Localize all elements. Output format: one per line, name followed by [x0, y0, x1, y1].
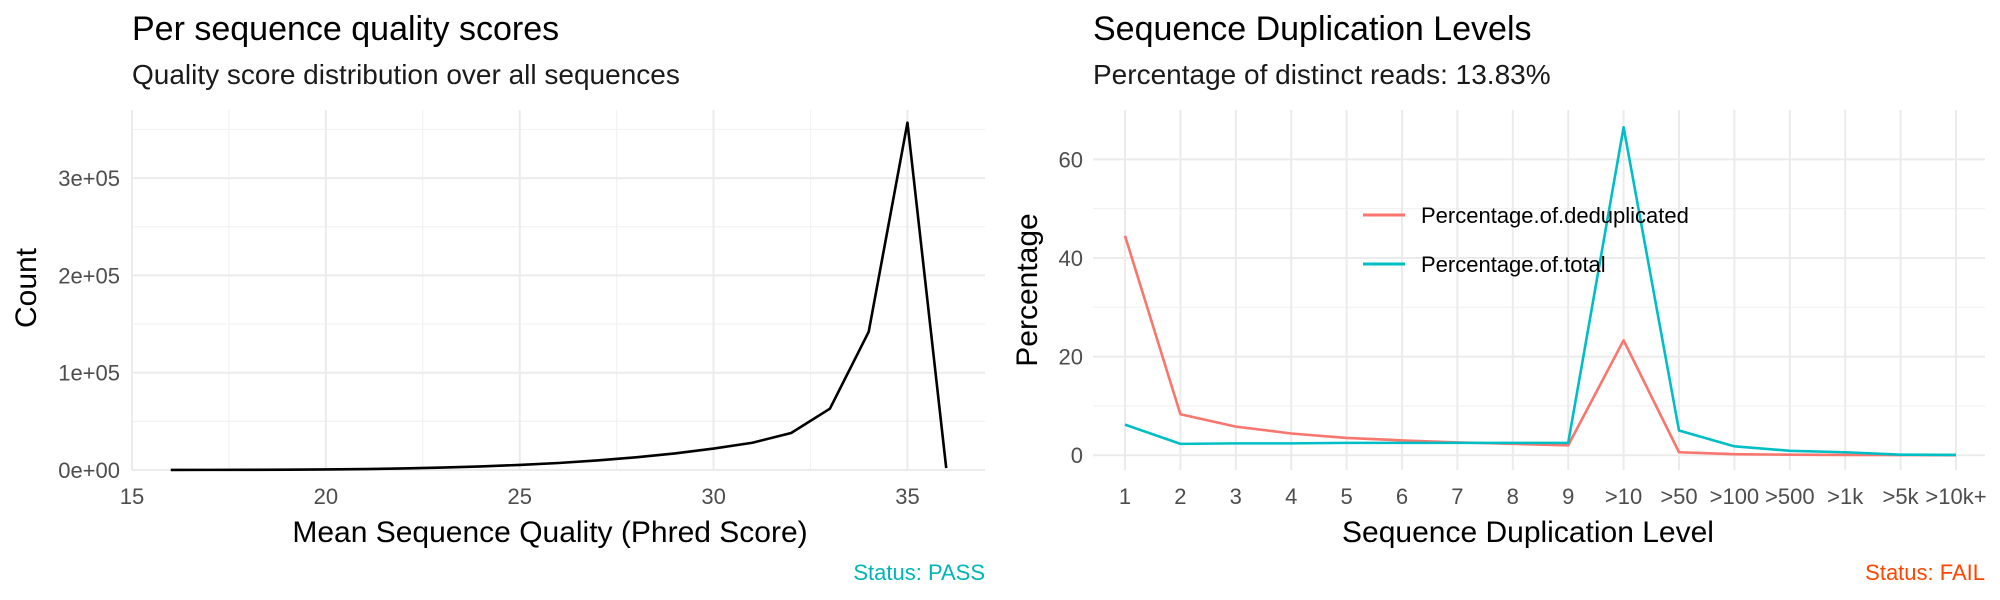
x-tick-label: 6	[1396, 484, 1408, 509]
chart-subtitle: Percentage of distinct reads: 13.83%	[1093, 59, 1551, 90]
x-axis-title: Mean Sequence Quality (Phred Score)	[292, 516, 807, 549]
x-tick-label: 9	[1562, 484, 1574, 509]
x-tick-label: 20	[314, 484, 338, 509]
series-line-total	[1124, 125, 1957, 457]
y-tick-label: 3e+05	[58, 166, 120, 191]
x-tick-label: 2	[1174, 484, 1186, 509]
x-tick-label: >500	[1765, 484, 1815, 509]
y-tick-label: 1e+05	[58, 361, 120, 386]
x-axis-ticks: 15 20 25 30 35	[120, 484, 920, 509]
y-axis-title: Count	[10, 247, 43, 328]
x-tick-label: 7	[1451, 484, 1463, 509]
plot-grid	[1093, 110, 1985, 470]
x-tick-label: 25	[507, 484, 531, 509]
plot-grid	[131, 110, 985, 471]
x-tick-label: >10k+	[1925, 484, 1986, 509]
x-tick-label: 3	[1230, 484, 1242, 509]
chart-title: Sequence Duplication Levels	[1093, 10, 1532, 48]
legend-label-total: Percentage.of.total	[1421, 252, 1606, 277]
series-layer	[170, 121, 948, 472]
x-tick-label: >10	[1605, 484, 1642, 509]
x-axis-ticks: 1 2 3 4 5 6 7 8 9 >10 >50 >100 >500 >1k >5k >10k+	[1119, 484, 1987, 509]
x-axis-title: Sequence Duplication Level	[1342, 516, 1714, 549]
y-axis-title: Percentage	[1011, 213, 1044, 366]
series-layer	[1123, 125, 1957, 457]
y-tick-label: 40	[1059, 246, 1083, 271]
quality-scores-panel: Per sequence quality scores Quality scor…	[10, 10, 985, 585]
status-label: Status: PASS	[853, 560, 985, 585]
x-tick-label: 4	[1285, 484, 1297, 509]
duplication-levels-panel: Sequence Duplication Levels Percentage o…	[1011, 10, 1987, 585]
y-tick-label: 2e+05	[58, 263, 120, 288]
x-tick-label: 30	[701, 484, 725, 509]
series-line-deduplicated	[1123, 235, 1957, 457]
y-axis-ticks: 0 20 40 60	[1059, 147, 1083, 468]
x-tick-label: 8	[1507, 484, 1519, 509]
y-tick-label: 0e+00	[58, 458, 120, 483]
x-tick-label: >1k	[1827, 484, 1864, 509]
chart-subtitle: Quality score distribution over all sequ…	[132, 59, 680, 90]
y-axis-ticks: 0e+00 1e+05 2e+05 3e+05	[58, 166, 120, 483]
y-tick-label: 60	[1059, 147, 1083, 172]
series-line-count	[170, 121, 948, 472]
legend-label-deduplicated: Percentage.of.deduplicated	[1421, 203, 1689, 228]
x-tick-label: 15	[120, 484, 144, 509]
y-tick-label: 20	[1059, 345, 1083, 370]
status-label: Status: FAIL	[1865, 560, 1985, 585]
y-tick-label: 0	[1071, 443, 1083, 468]
x-tick-label: >100	[1710, 484, 1760, 509]
x-tick-label: >5k	[1883, 484, 1920, 509]
x-tick-label: 1	[1119, 484, 1131, 509]
x-tick-label: 35	[895, 484, 919, 509]
x-tick-label: 5	[1340, 484, 1352, 509]
legend: Percentage.of.deduplicated Percentage.of…	[1363, 203, 1689, 277]
x-tick-label: >50	[1660, 484, 1697, 509]
chart-title: Per sequence quality scores	[132, 10, 559, 48]
